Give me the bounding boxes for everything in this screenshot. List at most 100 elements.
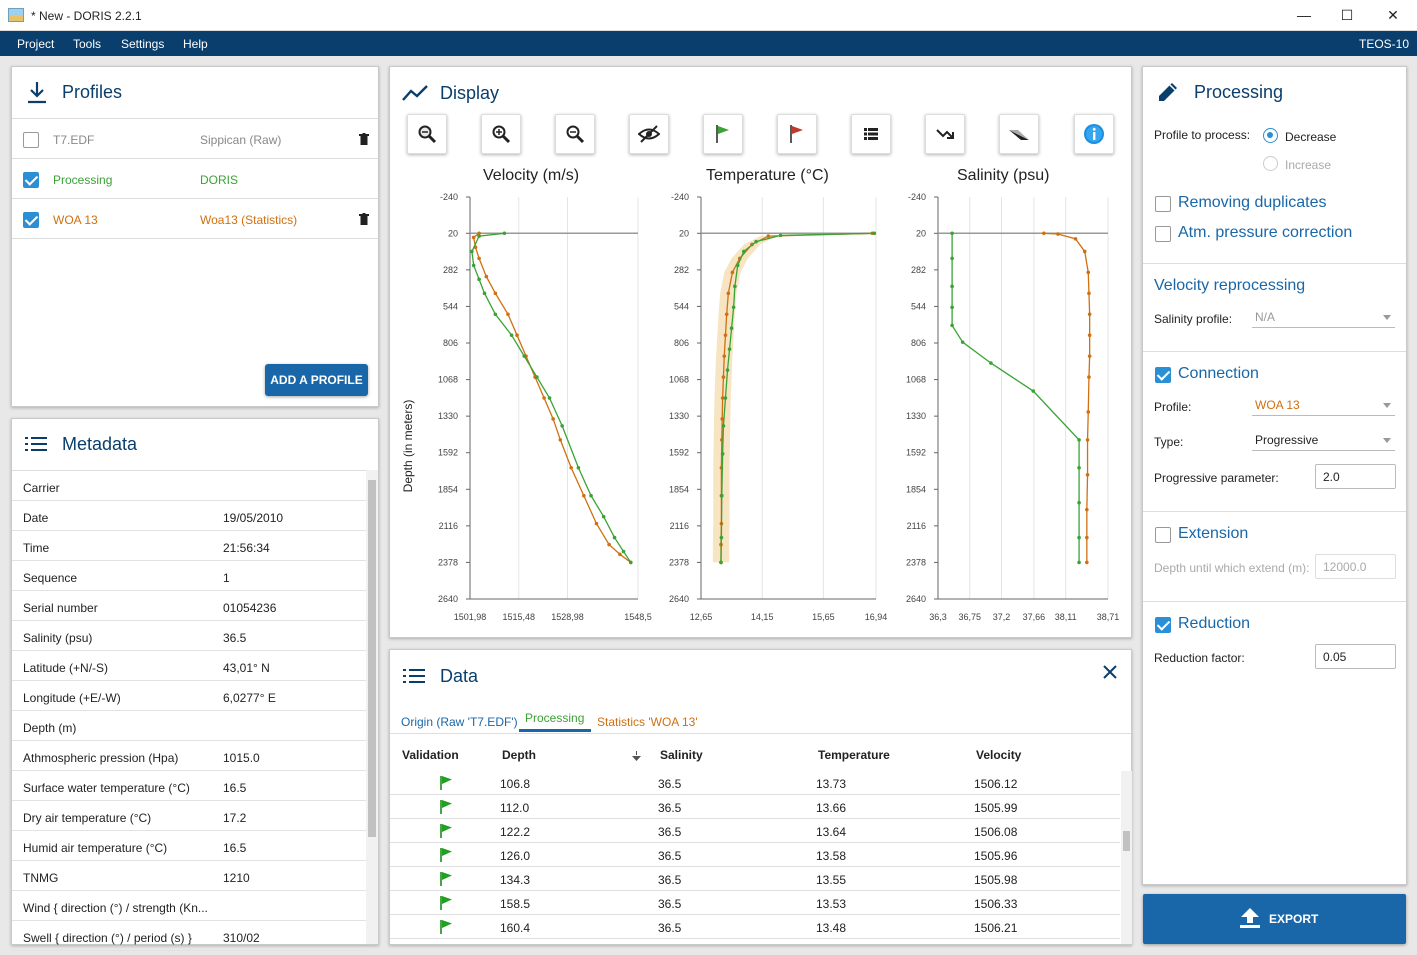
reduction-label[interactable]: Reduction	[1178, 615, 1251, 632]
sort-desc-icon[interactable]	[632, 751, 641, 761]
tab-processing[interactable]: Processing	[525, 711, 585, 725]
flag-red-button[interactable]	[777, 114, 817, 154]
reduction-checkbox[interactable]	[1155, 617, 1171, 633]
info-button[interactable]	[1074, 114, 1114, 154]
data-point	[1086, 270, 1091, 275]
temperature-cell: 13.55	[816, 873, 847, 887]
connection-profile-select[interactable]: WOA 13	[1252, 394, 1395, 416]
table-row[interactable]: 158.5 36.5 13.53 1506.33	[390, 891, 1120, 915]
col-validation[interactable]: Validation	[402, 748, 459, 762]
progressive-parameter-input[interactable]: 2.0	[1315, 464, 1396, 489]
removing-duplicates-checkbox[interactable]	[1155, 196, 1171, 212]
removing-duplicates-label[interactable]: Removing duplicates	[1178, 194, 1327, 211]
table-row[interactable]: 134.3 36.5 13.55 1505.98	[390, 867, 1120, 891]
table-row[interactable]: 112.0 36.5 13.66 1505.99	[390, 795, 1120, 819]
menu-tools[interactable]: Tools	[73, 37, 102, 51]
data-scroll-thumb[interactable]	[1123, 831, 1130, 851]
data-point	[493, 312, 498, 317]
data-scrollbar[interactable]	[1121, 771, 1132, 944]
y-tick-label: 2378	[669, 557, 689, 567]
depth-extend-input[interactable]: 12000.0	[1315, 554, 1396, 579]
maximize-button[interactable]: ☐	[1340, 7, 1354, 23]
zoom-fit-button[interactable]	[407, 114, 447, 154]
salinity-cell: 36.5	[658, 849, 682, 863]
flag-green-icon[interactable]	[439, 776, 453, 790]
data-point	[482, 291, 487, 296]
teos-label[interactable]: TEOS-10	[1359, 37, 1410, 51]
series-line	[472, 232, 632, 563]
tab-statistics[interactable]: Statistics 'WOA 13'	[597, 715, 698, 729]
table-row[interactable]: 106.8 36.5 13.73 1506.12	[390, 771, 1120, 795]
data-point	[1073, 237, 1078, 241]
export-button[interactable]: EXPORT	[1143, 894, 1406, 944]
atm-pressure-label[interactable]: Atm. pressure correction	[1178, 224, 1353, 241]
series-line	[720, 232, 875, 563]
menu-settings[interactable]: Settings	[121, 37, 165, 51]
close-data-icon[interactable]	[1102, 664, 1118, 680]
col-velocity[interactable]: Velocity	[976, 748, 1022, 762]
add-profile-button[interactable]: ADD A PROFILE	[265, 364, 368, 396]
tab-origin[interactable]: Origin (Raw 'T7.EDF')	[401, 715, 518, 729]
col-salinity[interactable]: Salinity	[660, 748, 703, 762]
profile-checkbox-woa13[interactable]	[23, 212, 39, 228]
reduction-factor-input[interactable]: 0.05	[1315, 644, 1396, 669]
metadata-scrollbar[interactable]	[366, 470, 378, 944]
atm-pressure-checkbox[interactable]	[1155, 226, 1171, 242]
y-tick-label: 1592	[669, 448, 689, 458]
flag-green-icon[interactable]	[439, 800, 453, 814]
flag-green-button[interactable]	[703, 114, 743, 154]
table-row[interactable]: 160.4 36.5 13.48 1506.21	[390, 915, 1120, 939]
type-select[interactable]: Progressive	[1252, 429, 1395, 451]
pencil-icon	[1159, 83, 1177, 101]
minimize-button[interactable]: —	[1297, 7, 1311, 23]
radio-increase[interactable]	[1263, 156, 1278, 171]
metadata-scroll-thumb[interactable]	[368, 480, 376, 837]
profile-checkbox-t7[interactable]	[23, 132, 39, 148]
data-point	[1085, 535, 1089, 540]
charts-svg[interactable]: Depth (in meters) 1501,98 1515,48 1528,98 15…	[389, 66, 1132, 638]
profile-checkbox-processing[interactable]	[23, 172, 39, 188]
trash-icon[interactable]	[359, 213, 369, 225]
trend-button[interactable]	[925, 114, 965, 154]
salinity-cell: 36.5	[658, 897, 682, 911]
table-row[interactable]: 126.0 36.5 13.58 1505.96	[390, 843, 1120, 867]
col-depth[interactable]: Depth	[502, 748, 536, 762]
flag-green-icon[interactable]	[439, 920, 453, 934]
connection-label[interactable]: Connection	[1178, 365, 1259, 382]
data-point	[509, 333, 514, 337]
flag-green-icon[interactable]	[439, 848, 453, 862]
salinity-profile-select[interactable]: N/A	[1252, 306, 1395, 328]
flag-green-icon[interactable]	[439, 872, 453, 886]
radio-decrease[interactable]	[1263, 128, 1278, 143]
col-temperature[interactable]: Temperature	[818, 748, 890, 762]
flag-green-icon[interactable]	[439, 896, 453, 910]
flag-green-icon[interactable]	[439, 824, 453, 838]
gradient-button[interactable]	[999, 114, 1039, 154]
data-point	[950, 231, 954, 236]
temperature-cell: 13.66	[816, 801, 847, 815]
data-point	[582, 493, 586, 498]
y-tick-label: 1330	[438, 411, 458, 421]
extension-checkbox[interactable]	[1155, 527, 1171, 543]
connection-checkbox[interactable]	[1155, 367, 1171, 383]
close-window-button[interactable]: ✕	[1387, 7, 1399, 23]
list-view-button[interactable]	[851, 114, 891, 154]
salinity-cell: 36.5	[658, 825, 682, 839]
zoom-in-button[interactable]	[481, 114, 521, 154]
y-tick-label: 1592	[906, 448, 926, 458]
menu-project[interactable]: Project	[17, 37, 55, 51]
extension-label[interactable]: Extension	[1178, 525, 1249, 542]
hide-button[interactable]	[629, 114, 669, 154]
y-tick-label: 544	[674, 301, 689, 311]
data-point	[569, 465, 573, 470]
data-point	[721, 375, 726, 379]
profile-source-processing: DORIS	[200, 173, 239, 187]
zoom-out-button[interactable]	[555, 114, 595, 154]
table-row[interactable]: 122.2 36.5 13.64 1506.08	[390, 819, 1120, 843]
menu-help[interactable]: Help	[183, 37, 208, 51]
y-tick-label: 1068	[906, 375, 926, 385]
salinity-cell: 36.5	[658, 801, 682, 815]
chevron-down-icon	[1383, 403, 1391, 408]
trash-icon[interactable]	[359, 133, 369, 145]
metadata-key: Latitude (+N/-S)	[23, 661, 109, 675]
